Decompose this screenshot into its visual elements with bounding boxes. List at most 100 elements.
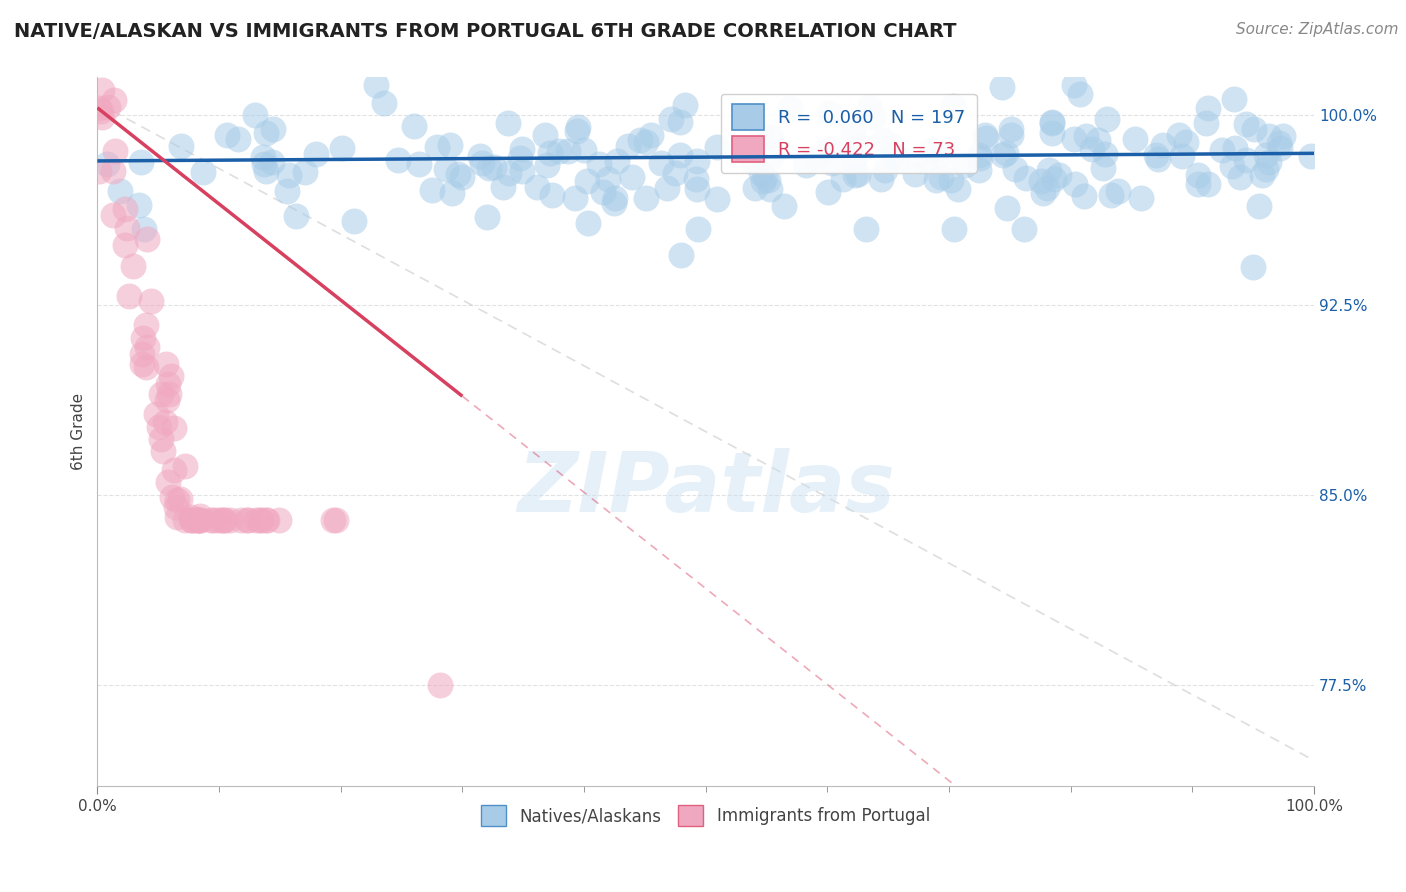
Point xyxy=(219,513,242,527)
Point xyxy=(1187,168,1209,182)
Point xyxy=(1195,116,1218,130)
Point xyxy=(640,128,662,142)
Point xyxy=(325,513,347,527)
Point xyxy=(887,153,910,167)
Point xyxy=(101,164,124,178)
Point xyxy=(929,170,952,185)
Point xyxy=(547,144,569,158)
Point xyxy=(946,182,969,196)
Point xyxy=(869,171,891,186)
Point xyxy=(995,201,1018,215)
Point xyxy=(659,112,682,126)
Point xyxy=(541,188,564,202)
Point xyxy=(1171,148,1194,162)
Point xyxy=(131,357,153,371)
Point xyxy=(803,153,825,167)
Point xyxy=(190,513,212,527)
Point xyxy=(135,360,157,375)
Point xyxy=(1130,191,1153,205)
Point xyxy=(1301,149,1323,163)
Point xyxy=(451,169,474,184)
Point xyxy=(122,259,145,273)
Point xyxy=(1197,177,1219,191)
Point xyxy=(756,172,779,186)
Point xyxy=(447,167,470,181)
Point xyxy=(779,101,801,115)
Point xyxy=(468,148,491,162)
Point xyxy=(214,513,236,527)
Point xyxy=(1012,222,1035,236)
Point xyxy=(150,386,173,401)
Point xyxy=(180,513,202,527)
Point xyxy=(1254,148,1277,162)
Point xyxy=(165,500,187,514)
Point xyxy=(163,421,186,435)
Point xyxy=(1097,112,1119,126)
Point xyxy=(686,222,709,236)
Point xyxy=(621,170,644,185)
Point xyxy=(114,238,136,252)
Point xyxy=(249,513,271,527)
Point xyxy=(925,173,948,187)
Point xyxy=(114,202,136,216)
Point xyxy=(131,154,153,169)
Point xyxy=(794,158,817,172)
Point xyxy=(844,152,866,166)
Point xyxy=(136,340,159,354)
Point xyxy=(477,161,499,175)
Point xyxy=(1000,128,1022,143)
Point xyxy=(229,513,252,527)
Point xyxy=(606,154,628,169)
Point xyxy=(496,116,519,130)
Point xyxy=(169,491,191,506)
Point xyxy=(217,128,239,143)
Point xyxy=(1123,132,1146,146)
Point xyxy=(426,140,449,154)
Point xyxy=(471,156,494,170)
Text: NATIVE/ALASKAN VS IMMIGRANTS FROM PORTUGAL 6TH GRADE CORRELATION CHART: NATIVE/ALASKAN VS IMMIGRANTS FROM PORTUG… xyxy=(14,22,956,41)
Point xyxy=(96,157,118,171)
Point xyxy=(152,444,174,458)
Point xyxy=(1268,141,1291,155)
Point xyxy=(669,148,692,162)
Point xyxy=(862,110,884,124)
Point xyxy=(256,513,278,527)
Point xyxy=(132,222,155,236)
Point xyxy=(880,138,903,153)
Point xyxy=(751,128,773,143)
Point xyxy=(181,513,204,527)
Point xyxy=(749,165,772,179)
Point xyxy=(706,140,728,154)
Point xyxy=(1073,188,1095,202)
Point xyxy=(1222,91,1244,105)
Point xyxy=(567,120,589,134)
Point xyxy=(918,145,941,159)
Point xyxy=(155,357,177,371)
Point xyxy=(174,513,197,527)
Point xyxy=(212,513,235,527)
Point xyxy=(439,137,461,152)
Point xyxy=(429,677,451,691)
Point xyxy=(245,513,267,527)
Point xyxy=(974,131,997,145)
Point xyxy=(226,131,249,145)
Point xyxy=(1168,128,1191,143)
Point xyxy=(269,513,291,527)
Point xyxy=(538,146,561,161)
Point xyxy=(132,331,155,345)
Point xyxy=(294,165,316,179)
Point xyxy=(821,156,844,170)
Point xyxy=(754,170,776,185)
Point xyxy=(1107,184,1129,198)
Point xyxy=(1047,169,1070,183)
Point xyxy=(818,106,841,120)
Point xyxy=(211,513,233,527)
Point xyxy=(685,171,707,186)
Point xyxy=(373,96,395,111)
Point xyxy=(855,222,877,236)
Point xyxy=(87,101,110,115)
Point xyxy=(136,232,159,246)
Point xyxy=(1251,169,1274,183)
Point xyxy=(882,149,904,163)
Point xyxy=(969,151,991,165)
